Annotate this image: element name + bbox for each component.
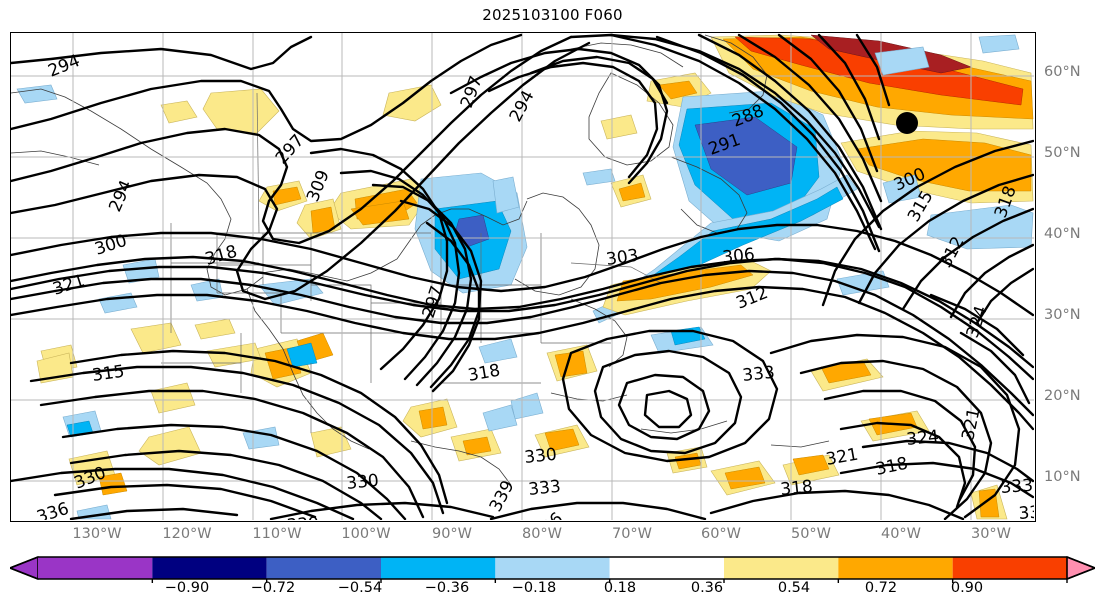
lat-label-50N: 50°N — [1044, 145, 1081, 161]
chart-title: 2025103100 F060 — [482, 6, 623, 24]
cbar-tick-0.18: 0.18 — [603, 580, 637, 596]
lon-label-80W: 80°W — [521, 526, 563, 542]
contour-label-333c: 333 — [1000, 476, 1034, 498]
colorbar-band-5 — [609, 557, 724, 579]
cbar-tick--0.72: −0.72 — [250, 580, 296, 596]
contour-label-315b: 315 — [91, 362, 126, 386]
lat-label-60N: 60°N — [1044, 64, 1081, 80]
colorbar-band-0 — [38, 557, 153, 579]
colorbar[interactable] — [9, 553, 1096, 583]
lon-label-110W: 110°W — [252, 526, 302, 542]
contour-label-339a: 339 — [286, 514, 320, 520]
cbar-tick-0.90: 0.90 — [950, 580, 984, 596]
colorbar-under-extend — [9, 556, 39, 580]
cbar-tick--0.18: −0.18 — [511, 580, 557, 596]
lon-label-90W: 90°W — [431, 526, 473, 542]
colorbar-graphic — [9, 556, 1096, 583]
colorbar-band-4 — [495, 557, 610, 579]
contour-label-333a: 333 — [741, 363, 775, 386]
contour-label-318e: 318 — [779, 477, 813, 500]
lat-label-40N: 40°N — [1044, 226, 1081, 242]
contour-label-306: 306 — [721, 245, 755, 268]
cbar-tick--0.54: −0.54 — [337, 580, 383, 596]
lon-label-30W: 30°W — [970, 526, 1012, 542]
lon-label-60W: 60°W — [700, 526, 742, 542]
station-marker[interactable] — [896, 112, 918, 134]
lon-label-50W: 50°W — [790, 526, 832, 542]
contour-label-330c: 330 — [523, 445, 557, 468]
colorbar-over-extend — [1066, 556, 1096, 580]
map-panel[interactable]: 294 294 300 321 297 297 294 309 318 297 … — [10, 32, 1036, 522]
contour-label-336c: 336 — [529, 509, 567, 520]
lon-label-120W: 120°W — [162, 526, 212, 542]
colorbar-band-3 — [381, 557, 496, 579]
colorbar-band-7 — [838, 557, 953, 579]
cbar-tick--0.36: −0.36 — [424, 580, 470, 596]
cbar-tick-0.36: 0.36 — [690, 580, 724, 596]
cbar-tick--0.90: −0.90 — [164, 580, 210, 596]
colorbar-band-6 — [724, 557, 839, 579]
cbar-tick-0.72: 0.72 — [864, 580, 898, 596]
gridline-layer — [11, 33, 1034, 520]
contour-label-303: 303 — [605, 246, 640, 270]
contour-layer — [11, 33, 1034, 520]
lat-label-30N: 30°N — [1044, 307, 1081, 323]
lat-label-10N: 10°N — [1044, 469, 1081, 485]
colorbar-band-1 — [152, 557, 267, 579]
cbar-tick-0.54: 0.54 — [777, 580, 811, 596]
lat-label-20N: 20°N — [1044, 388, 1081, 404]
map-graphic: 294 294 300 321 297 297 294 309 318 297 … — [11, 33, 1034, 520]
contour-label-333d: 333 — [1018, 502, 1034, 520]
contour-label-330a: 330 — [345, 471, 379, 494]
contour-label-333b: 333 — [527, 477, 561, 500]
lon-label-130W: 130°W — [72, 526, 122, 542]
colorbar-band-8 — [952, 557, 1067, 579]
lon-label-40W: 40°W — [880, 526, 922, 542]
contour-label-324b: 324 — [905, 427, 939, 450]
lon-label-70W: 70°W — [611, 526, 653, 542]
colorbar-band-2 — [266, 557, 381, 579]
lon-label-100W: 100°W — [341, 526, 391, 542]
